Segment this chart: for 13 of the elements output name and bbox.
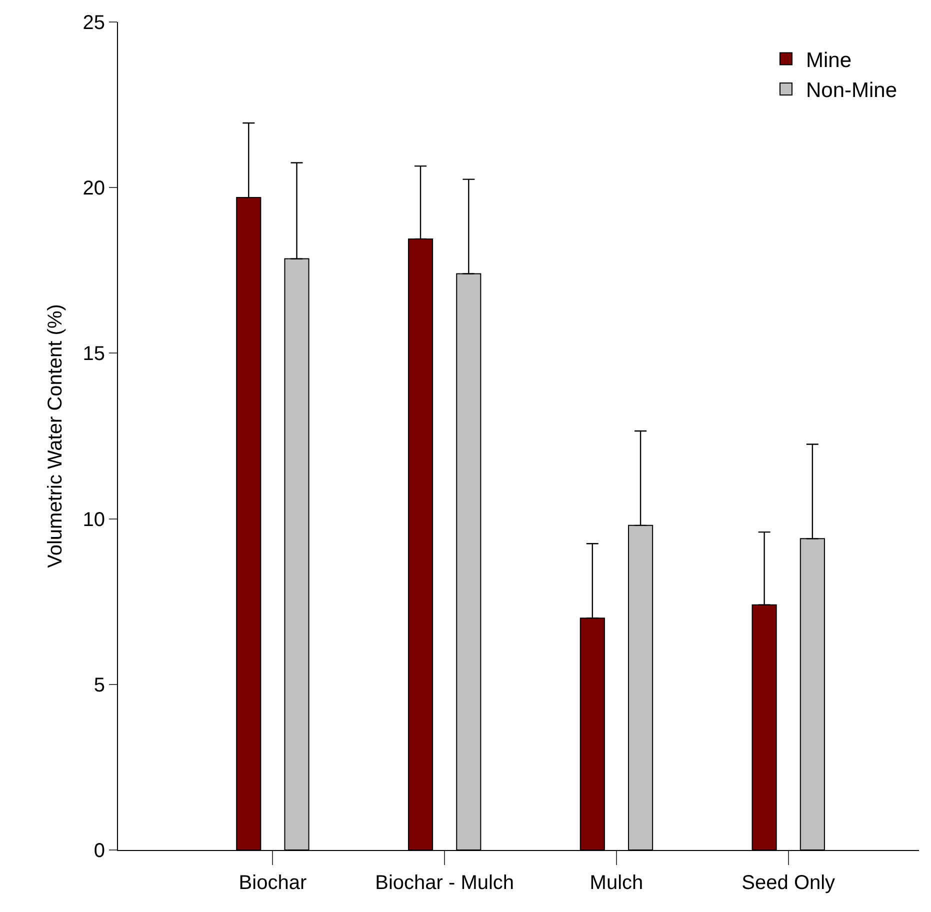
y-tick-label: 15 <box>82 343 105 366</box>
x-tick-label: Biochar - Mulch <box>375 872 514 894</box>
legend-label: Non-Mine <box>806 79 898 102</box>
x-tick-label: Mulch <box>590 872 644 894</box>
y-tick-label: 25 <box>82 12 105 34</box>
y-tick-label: 10 <box>82 508 105 531</box>
x-tick-label: Seed Only <box>742 872 836 894</box>
x-tick-label: Biochar <box>238 872 307 894</box>
y-tick-label: 20 <box>82 178 105 200</box>
legend-label: Mine <box>806 48 852 72</box>
y-tick-label: 0 <box>94 840 105 862</box>
y-tick-label: 5 <box>94 674 105 696</box>
y-axis-title: Volumetric Water Content (%) <box>44 304 66 568</box>
